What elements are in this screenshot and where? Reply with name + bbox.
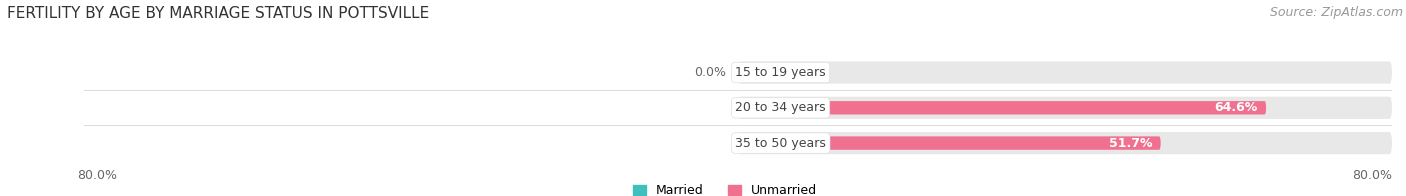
FancyBboxPatch shape [738,61,1392,84]
FancyBboxPatch shape [738,61,1392,84]
Text: Source: ZipAtlas.com: Source: ZipAtlas.com [1270,6,1403,19]
Text: 20 to 34 years: 20 to 34 years [735,101,825,114]
FancyBboxPatch shape [738,136,1161,150]
FancyBboxPatch shape [738,97,1392,119]
FancyBboxPatch shape [738,132,1392,154]
Legend: Married, Unmarried: Married, Unmarried [628,179,823,196]
Text: FERTILITY BY AGE BY MARRIAGE STATUS IN POTTSVILLE: FERTILITY BY AGE BY MARRIAGE STATUS IN P… [7,6,429,21]
Text: 35.4%: 35.4% [572,101,616,114]
Text: 80.0%: 80.0% [77,169,117,181]
Text: 48.3%: 48.3% [519,137,562,150]
Text: 0.0%: 0.0% [751,66,782,79]
FancyBboxPatch shape [738,97,1392,119]
Text: 15 to 19 years: 15 to 19 years [735,66,825,79]
FancyBboxPatch shape [738,101,1265,114]
Text: 51.7%: 51.7% [1109,137,1153,150]
Text: 80.0%: 80.0% [1353,169,1392,181]
Text: 35 to 50 years: 35 to 50 years [735,137,827,150]
FancyBboxPatch shape [738,136,1133,150]
FancyBboxPatch shape [738,101,1028,114]
Text: 0.0%: 0.0% [695,66,725,79]
Text: 64.6%: 64.6% [1215,101,1258,114]
FancyBboxPatch shape [738,132,1392,154]
